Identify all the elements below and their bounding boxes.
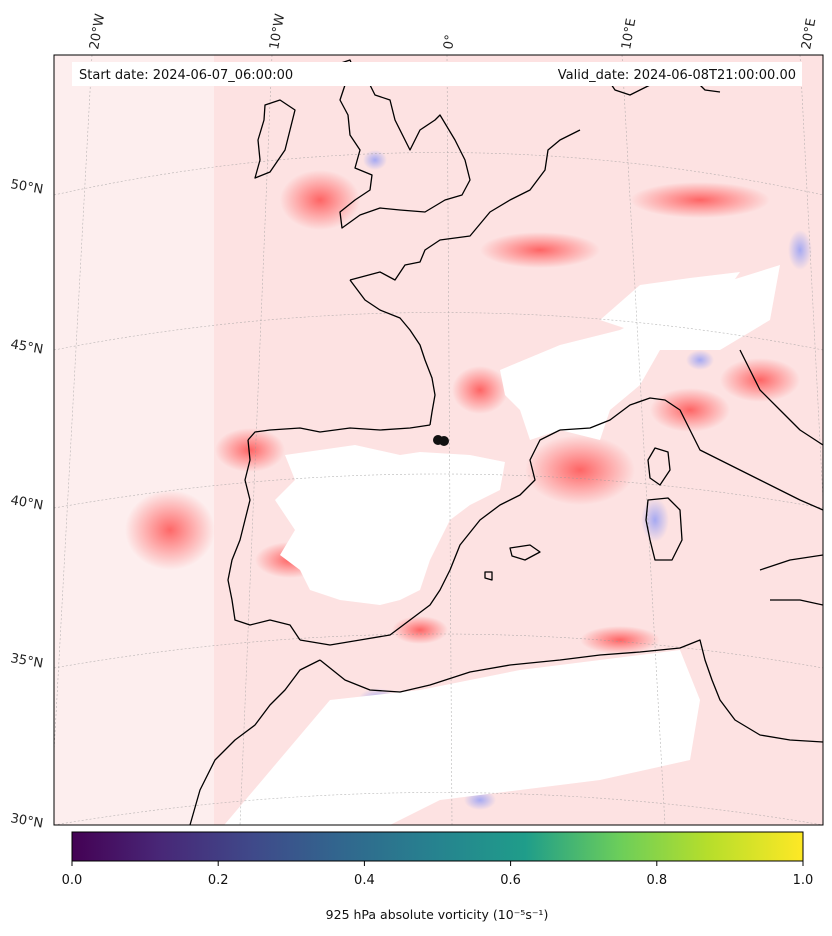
lat-label: 40°N [9,493,44,513]
start-date-label: Start date: 2024-06-07_06:00:00 [79,68,293,83]
graticule-lines [54,55,823,825]
lon-label: 0° [441,34,458,51]
colorbar-tick-label: 0.4 [354,873,375,888]
colorbar-tick-label: 1.0 [793,873,814,888]
masked-high-terrain [224,265,780,825]
colorbar-tick-label: 0.6 [500,873,521,888]
valid-date-label: Valid_date: 2024-06-08T21:00:00.00 [558,68,796,83]
latitude-labels: 50°N 45°N 40°N 35°N 30°N [9,177,44,831]
lon-label: 20°E [799,17,819,50]
colorbar-tick-label: 0.8 [646,873,667,888]
lon-label: 10°W [267,13,288,51]
lat-label: 45°N [9,337,44,357]
western-ocean-light-field [54,55,214,825]
lon-label: 20°W [87,13,108,51]
lat-label: 30°N [9,811,44,831]
longitude-labels: 20°W 10°W 0° 10°E 20°E [87,13,819,51]
colorbar-axis-title: 925 hPa absolute vorticity (10⁻⁵s⁻¹) [326,907,549,922]
lat-label: 35°N [9,651,44,671]
location-marker [433,435,449,446]
colorbar: 0.0 0.2 0.4 0.6 0.8 1.0 925 hPa absolute… [62,831,814,922]
lon-label: 10°E [619,17,639,50]
colorbar-tick-label: 0.2 [208,873,229,888]
coastlines [189,59,823,825]
lat-label: 50°N [9,177,44,197]
colorbar-gradient [71,831,804,862]
colorbar-ticks [71,861,804,866]
date-info-banner [72,62,802,86]
map-frame [53,54,824,826]
colorbar-tick-label: 0.0 [62,873,83,888]
map-plot-area [54,55,823,825]
